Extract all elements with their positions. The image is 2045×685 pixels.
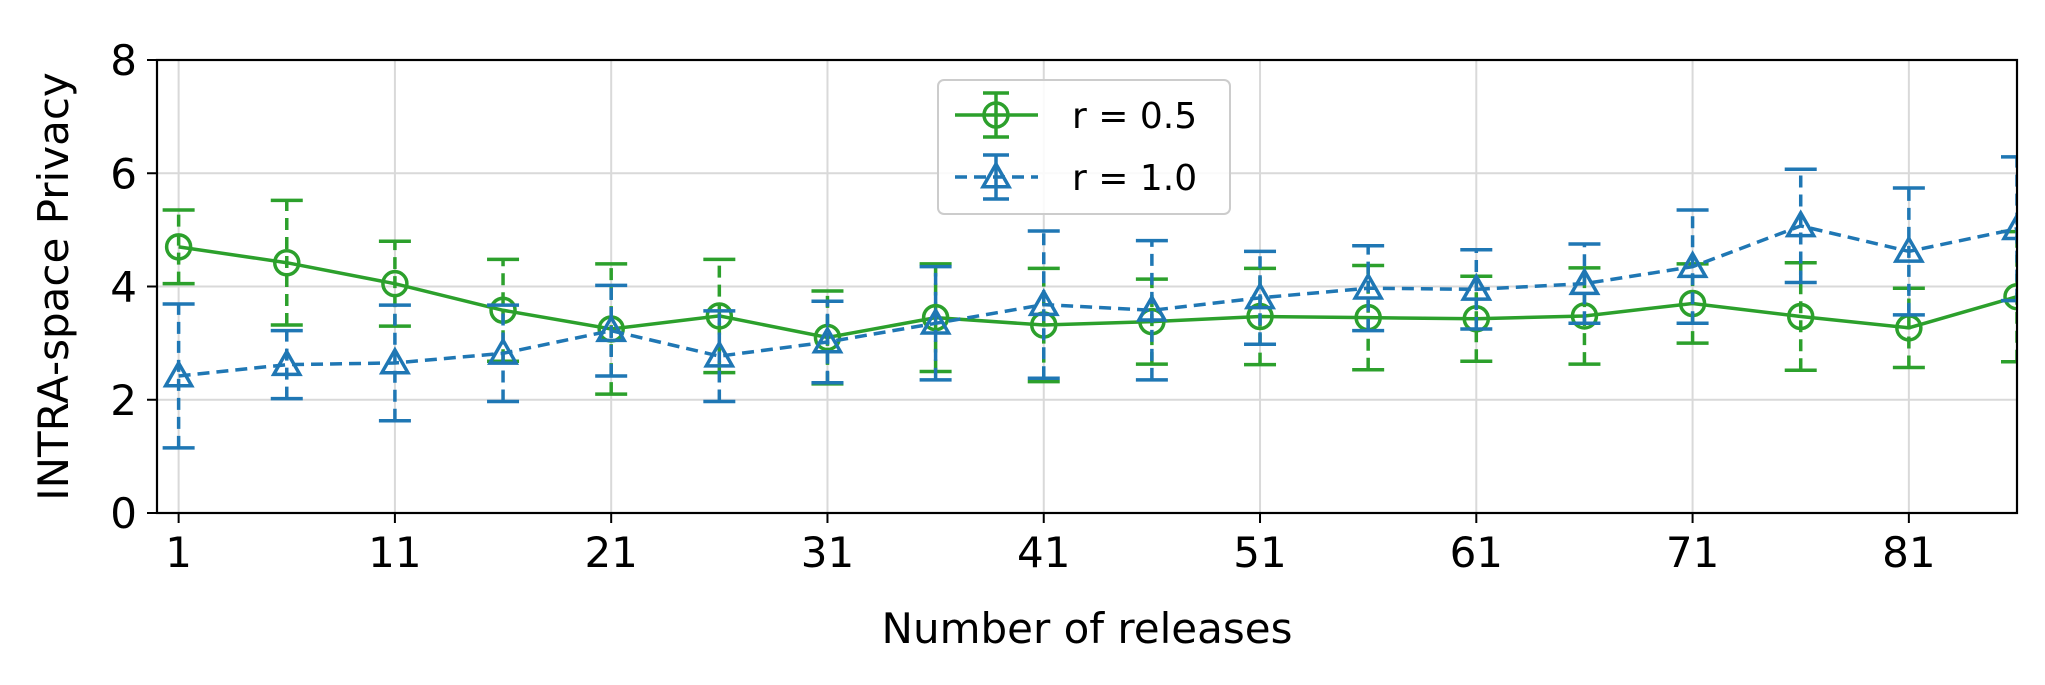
data-point [1784, 209, 1817, 238]
x-tick-label: 31 [801, 528, 854, 577]
data-point [1892, 234, 1925, 263]
legend-entry: r = 0.5 [955, 91, 1197, 139]
data-point [487, 336, 520, 365]
series-1 [162, 155, 2017, 450]
data-point [921, 303, 950, 332]
legend-label: r = 0.5 [1072, 96, 1197, 137]
legend-entry: r = 1.0 [955, 153, 1197, 201]
x-tick-label: 11 [368, 528, 421, 577]
y-tick-label: 4 [110, 263, 137, 312]
x-tick-label: 81 [1882, 528, 1935, 577]
data-point [811, 325, 844, 354]
legend-marker [982, 101, 1010, 129]
x-tick-label: 41 [1017, 528, 1070, 577]
x-tick-label: 21 [584, 528, 637, 577]
x-tick-label: 71 [1666, 528, 1719, 577]
series-0 [162, 198, 2017, 396]
data-point [378, 346, 411, 375]
legend-label: r = 1.0 [1072, 158, 1197, 199]
data-point [2003, 282, 2017, 311]
data-point [273, 248, 301, 277]
data-point [1676, 250, 1709, 279]
y-tick-label: 8 [110, 36, 137, 85]
series-line [178, 224, 2017, 378]
data-point [1244, 281, 1277, 310]
x-tick-label: 1 [165, 528, 192, 577]
data-point [919, 306, 952, 335]
y-tick-label: 6 [110, 149, 137, 198]
y-axis: 0 2 4 6 8 [110, 36, 157, 538]
data-point [2000, 212, 2017, 241]
data-point [1786, 302, 1815, 331]
x-axis: 1 11 21 31 41 51 61 71 81 [165, 513, 1936, 577]
data-point [270, 348, 303, 377]
data-point [162, 359, 195, 388]
y-tick-label: 2 [110, 376, 137, 425]
data-point [1460, 272, 1493, 301]
legend-marker [979, 160, 1013, 189]
x-tick-label: 51 [1233, 528, 1286, 577]
data-point [705, 302, 734, 330]
series-line [178, 245, 2017, 340]
x-tick-label: 61 [1450, 528, 1503, 577]
x-axis-title: Number of releases [882, 604, 1293, 653]
data-point [1352, 271, 1385, 300]
data-point [1135, 293, 1168, 322]
data-point [703, 339, 736, 368]
series-layer [162, 155, 2017, 450]
data-point [595, 314, 628, 343]
data-point [1568, 267, 1601, 296]
data-point [381, 269, 409, 298]
data-point [164, 233, 193, 261]
legend: r = 0.5 r = 1.0 [937, 79, 1231, 215]
y-tick-label: 0 [110, 489, 137, 538]
data-point [1027, 288, 1060, 317]
y-axis-title: INTRA-space Privacy [29, 72, 78, 501]
